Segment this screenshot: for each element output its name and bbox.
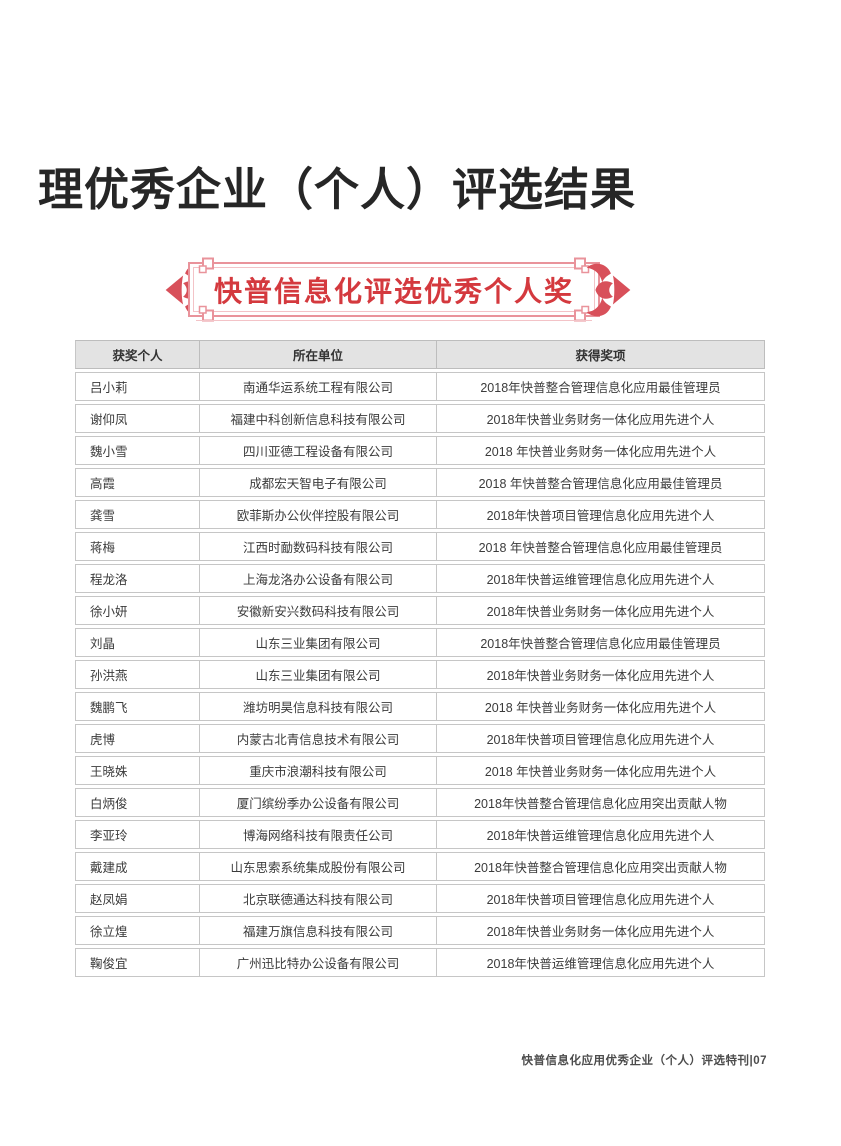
- page-title: 理优秀企业（个人）评选结果: [38, 164, 637, 215]
- corner-motif-icon: [198, 257, 214, 274]
- table-row: 徐立煌 福建万旗信息科技有限公司 2018年快普业务财务一体化应用先进个人: [75, 916, 765, 945]
- winner-name-cell: 鞠俊宜: [75, 948, 200, 977]
- company-cell: 上海龙洛办公设备有限公司: [200, 564, 437, 593]
- winner-name-cell: 龚雪: [75, 500, 200, 529]
- company-cell: 四川亚德工程设备有限公司: [200, 436, 437, 465]
- banner-title: 快普信息化评选优秀个人奖: [213, 275, 574, 307]
- award-cell: 2018年快普业务财务一体化应用先进个人: [437, 660, 765, 689]
- winner-name-cell: 戴建成: [75, 852, 200, 881]
- company-cell: 潍坊明昊信息科技有限公司: [200, 692, 437, 721]
- winner-name-cell: 李亚玲: [75, 820, 200, 849]
- winner-name-cell: 程龙洛: [75, 564, 200, 593]
- company-cell: 欧菲斯办公伙伴控股有限公司: [200, 500, 437, 529]
- col-header-award: 获得奖项: [437, 340, 765, 369]
- award-cell: 2018 年快普整合管理信息化应用最佳管理员: [437, 532, 765, 561]
- table-row: 赵凤娟 北京联德通达科技有限公司 2018年快普项目管理信息化应用先进个人: [75, 884, 765, 913]
- winner-name-cell: 虎博: [75, 724, 200, 753]
- award-cell: 2018年快普项目管理信息化应用先进个人: [437, 884, 765, 913]
- award-cell: 2018年快普运维管理信息化应用先进个人: [437, 564, 765, 593]
- scroll-ornament-right-icon: [586, 263, 631, 317]
- table-row: 高霞 成都宏天智电子有限公司 2018 年快普整合管理信息化应用最佳管理员: [75, 468, 765, 497]
- award-cell: 2018年快普运维管理信息化应用先进个人: [437, 948, 765, 977]
- awards-table: 获奖个人 所在单位 获得奖项 吕小莉 南通华运系统工程有限公司 2018年快普整合管…: [75, 337, 765, 980]
- table-row: 刘晶 山东三业集团有限公司 2018年快普整合管理信息化应用最佳管理员: [75, 628, 765, 657]
- award-cell: 2018年快普运维管理信息化应用先进个人: [437, 820, 765, 849]
- winner-name-cell: 魏鹏飞: [75, 692, 200, 721]
- award-cell: 2018年快普项目管理信息化应用先进个人: [437, 500, 765, 529]
- winner-name-cell: 白炳俊: [75, 788, 200, 817]
- winner-name-cell: 王晓姝: [75, 756, 200, 785]
- company-cell: 江西时勔数码科技有限公司: [200, 532, 437, 561]
- award-cell: 2018年快普整合管理信息化应用突出贡献人物: [437, 788, 765, 817]
- award-cell: 2018年快普整合管理信息化应用最佳管理员: [437, 628, 765, 657]
- banner-frame: 快普信息化评选优秀个人奖: [188, 257, 600, 322]
- company-cell: 博海网络科技有限责任公司: [200, 820, 437, 849]
- winner-name-cell: 高霞: [75, 468, 200, 497]
- company-cell: 福建万旗信息科技有限公司: [200, 916, 437, 945]
- company-cell: 内蒙古北青信息技术有限公司: [200, 724, 437, 753]
- table-row: 王晓姝 重庆市浪潮科技有限公司 2018 年快普业务财务一体化应用先进个人: [75, 756, 765, 785]
- winner-name-cell: 孙洪燕: [75, 660, 200, 689]
- winner-name-cell: 徐小妍: [75, 596, 200, 625]
- award-cell: 2018年快普业务财务一体化应用先进个人: [437, 596, 765, 625]
- winner-name-cell: 吕小莉: [75, 372, 200, 401]
- award-cell: 2018 年快普整合管理信息化应用最佳管理员: [437, 468, 765, 497]
- table-row: 吕小莉 南通华运系统工程有限公司 2018年快普整合管理信息化应用最佳管理员: [75, 372, 765, 401]
- award-cell: 2018 年快普业务财务一体化应用先进个人: [437, 756, 765, 785]
- company-cell: 山东思索系统集成股份有限公司: [200, 852, 437, 881]
- winner-name-cell: 谢仰凤: [75, 404, 200, 433]
- table-row: 魏鹏飞 潍坊明昊信息科技有限公司 2018 年快普业务财务一体化应用先进个人: [75, 692, 765, 721]
- awards-table-body: 吕小莉 南通华运系统工程有限公司 2018年快普整合管理信息化应用最佳管理员 谢仰凤福…: [75, 372, 765, 977]
- table-row: 鞠俊宜 广州迅比特办公设备有限公司 2018年快普运维管理信息化应用先进个人: [75, 948, 765, 977]
- table-row: 谢仰凤 福建中科创新信息科技有限公司 2018年快普业务财务一体化应用先进个人: [75, 404, 765, 433]
- award-cell: 2018 年快普业务财务一体化应用先进个人: [437, 692, 765, 721]
- table-row: 魏小雪 四川亚德工程设备有限公司 2018 年快普业务财务一体化应用先进个人: [75, 436, 765, 465]
- company-cell: 重庆市浪潮科技有限公司: [200, 756, 437, 785]
- table-row: 戴建成 山东思索系统集成股份有限公司 2018年快普整合管理信息化应用突出贡献人物: [75, 852, 765, 881]
- table-row: 孙洪燕 山东三业集团有限公司 2018年快普业务财务一体化应用先进个人: [75, 660, 765, 689]
- table-row: 虎博 内蒙古北青信息技术有限公司 2018年快普项目管理信息化应用先进个人: [75, 724, 765, 753]
- company-cell: 安徽新安兴数码科技有限公司: [200, 596, 437, 625]
- winner-name-cell: 徐立煌: [75, 916, 200, 945]
- company-cell: 广州迅比特办公设备有限公司: [200, 948, 437, 977]
- award-cell: 2018年快普业务财务一体化应用先进个人: [437, 404, 765, 433]
- table-header-row: 获奖个人 所在单位 获得奖项: [75, 340, 765, 369]
- company-cell: 山东三业集团有限公司: [200, 628, 437, 657]
- company-cell: 厦门缤纷季办公设备有限公司: [200, 788, 437, 817]
- company-cell: 成都宏天智电子有限公司: [200, 468, 437, 497]
- winner-name-cell: 蒋梅: [75, 532, 200, 561]
- corner-motif-icon: [574, 257, 590, 274]
- table-row: 徐小妍 安徽新安兴数码科技有限公司 2018年快普业务财务一体化应用先进个人: [75, 596, 765, 625]
- table-row: 李亚玲 博海网络科技有限责任公司 2018年快普运维管理信息化应用先进个人: [75, 820, 765, 849]
- award-cell: 2018 年快普业务财务一体化应用先进个人: [437, 436, 765, 465]
- award-cell: 2018年快普整合管理信息化应用突出贡献人物: [437, 852, 765, 881]
- company-cell: 山东三业集团有限公司: [200, 660, 437, 689]
- col-header-company: 所在单位: [200, 340, 437, 369]
- award-cell: 2018年快普项目管理信息化应用先进个人: [437, 724, 765, 753]
- col-header-winner: 获奖个人: [75, 340, 200, 369]
- company-cell: 南通华运系统工程有限公司: [200, 372, 437, 401]
- table-row: 白炳俊 厦门缤纷季办公设备有限公司 2018年快普整合管理信息化应用突出贡献人物: [75, 788, 765, 817]
- award-banner: 快普信息化评选优秀个人奖: [165, 257, 631, 322]
- table-row: 龚雪 欧菲斯办公伙伴控股有限公司 2018年快普项目管理信息化应用先进个人: [75, 500, 765, 529]
- winner-name-cell: 赵凤娟: [75, 884, 200, 913]
- table-row: 蒋梅 江西时勔数码科技有限公司 2018 年快普整合管理信息化应用最佳管理员: [75, 532, 765, 561]
- table-row: 程龙洛 上海龙洛办公设备有限公司 2018年快普运维管理信息化应用先进个人: [75, 564, 765, 593]
- company-cell: 北京联德通达科技有限公司: [200, 884, 437, 913]
- winner-name-cell: 魏小雪: [75, 436, 200, 465]
- award-cell: 2018年快普整合管理信息化应用最佳管理员: [437, 372, 765, 401]
- page-footer: 快普信息化应用优秀企业（个人）评选特刊|07: [521, 1055, 767, 1067]
- company-cell: 福建中科创新信息科技有限公司: [200, 404, 437, 433]
- winner-name-cell: 刘晶: [75, 628, 200, 657]
- award-cell: 2018年快普业务财务一体化应用先进个人: [437, 916, 765, 945]
